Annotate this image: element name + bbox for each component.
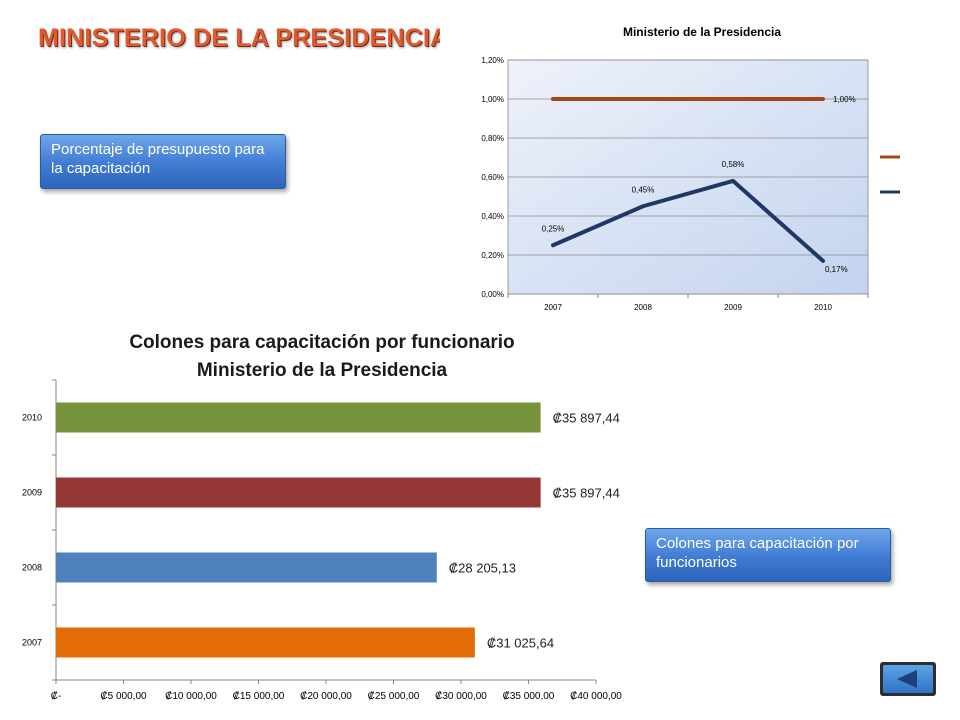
bar-chart-x-tick-label: ₡5 000,00: [100, 690, 147, 702]
line-chart-x-tick-label: 2008: [634, 303, 652, 312]
bar-chart-y-tick-label: 2010: [22, 413, 42, 423]
line-chart-x-tick-label: 2009: [724, 303, 742, 312]
bar-chart-x-tick-label: ₡25 000,00: [368, 690, 420, 702]
bar-chart-x-tick-label: ₡35 000,00: [503, 690, 555, 702]
line-data-label: 0,17%: [825, 265, 848, 274]
colones-per-employee-callout: Colones para capacitación por funcionari…: [645, 528, 891, 582]
budget-line-chart: Ministerio de la Presidencia 0,00% 0,20% 0…: [440, 12, 900, 312]
bar-2007: [56, 627, 475, 658]
bar-chart-y-tick-label: 2008: [22, 563, 42, 573]
line-chart-title: Ministerio de la Presidencia: [623, 25, 781, 39]
page-title: MINISTERIO DE LA PRESIDENCIA: [38, 24, 449, 52]
line-chart-x-tick-label: 2010: [814, 303, 832, 312]
line-data-label: 0,58%: [722, 160, 745, 169]
line-chart-x-tick-label: 2007: [544, 303, 562, 312]
back-button-face: [883, 665, 933, 693]
bar-data-label: ₡31 025,64: [487, 636, 554, 651]
bar-data-label: ₡35 897,44: [553, 486, 620, 501]
budget-percentage-callout: Porcentaje de presupuesto para la capaci…: [40, 134, 286, 189]
bar-data-label: ₡35 897,44: [553, 411, 620, 426]
colones-bar-chart: Colones para capacitación por funcionari…: [22, 332, 622, 702]
bar-data-label: ₡28 205,13: [449, 561, 516, 576]
bar-chart-x-tick-label: ₡30 000,00: [435, 690, 487, 702]
bar-chart-x-tick-label: ₡20 000,00: [300, 690, 352, 702]
line-chart-y-tick-label: 0,40%: [481, 212, 504, 221]
bar-chart-y-tick-label: 2009: [22, 488, 42, 498]
bar-chart-title-line1: Colones para capacitación por funcionari…: [129, 332, 514, 353]
line-chart-y-tick-label: 0,80%: [481, 134, 504, 143]
bar-chart-y-tick-label: 2007: [22, 638, 42, 648]
line-data-label: 1,00%: [833, 95, 856, 104]
bar-2009: [56, 477, 541, 508]
line-data-label: 0,25%: [542, 224, 565, 233]
bar-chart-title-line2: Ministerio de la Presidencia: [197, 360, 448, 381]
bar-chart-x-tick-label: ₡40 000,00: [570, 690, 622, 702]
line-chart-y-tick-label: 0,60%: [481, 173, 504, 182]
line-chart-y-tick-label: 0,00%: [481, 290, 504, 299]
line-series-budget: [551, 178, 825, 263]
line-chart-y-tick-label: 0,20%: [481, 251, 504, 260]
back-arrow-icon: [897, 670, 917, 688]
back-button[interactable]: [880, 662, 936, 696]
line-data-label: 0,45%: [632, 185, 655, 194]
line-chart-y-tick-label: 1,00%: [481, 95, 504, 104]
bar-chart-x-tick-label: ₡-: [51, 690, 62, 702]
bar-chart-x-tick-label: ₡15 000,00: [233, 690, 285, 702]
bar-chart-x-tick-label: ₡10 000,00: [165, 690, 217, 702]
bar-2008: [56, 552, 437, 583]
bar-2010: [56, 402, 541, 433]
line-chart-y-tick-label: 1,20%: [481, 56, 504, 65]
